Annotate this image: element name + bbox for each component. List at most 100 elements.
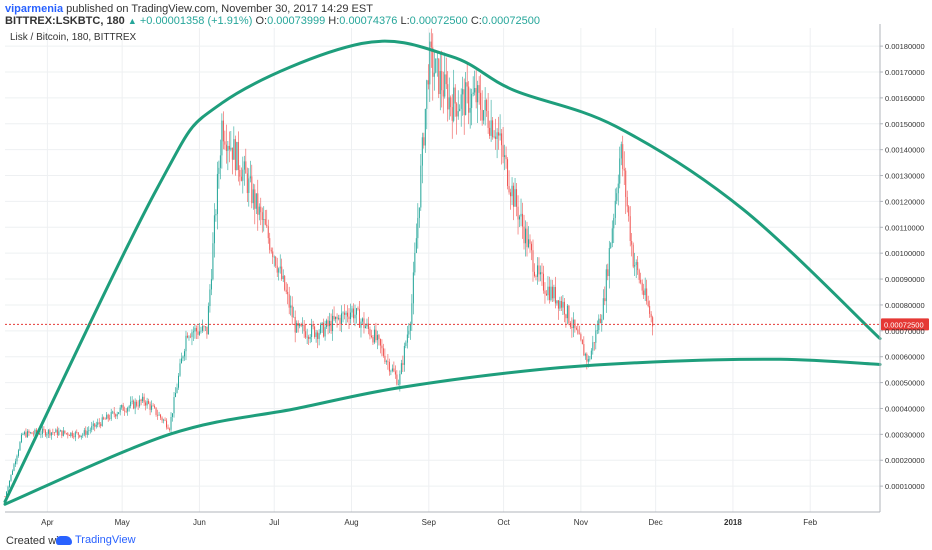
- candle-body: [560, 300, 562, 308]
- candle-body: [282, 275, 284, 280]
- candle-body: [572, 319, 574, 329]
- candle-body: [243, 161, 245, 170]
- candle-body: [586, 353, 588, 362]
- candle-body: [412, 272, 414, 304]
- candle-body: [390, 370, 392, 372]
- candle-body: [489, 127, 491, 136]
- candle-body: [26, 431, 28, 437]
- candle-body: [556, 300, 558, 304]
- candle-body: [424, 108, 426, 146]
- lower-arc-trendline[interactable]: [3, 357, 882, 506]
- candle-body: [31, 432, 33, 434]
- candle-body: [43, 428, 45, 431]
- candle-body: [180, 358, 182, 364]
- candle-body: [460, 94, 462, 109]
- candle-body: [121, 405, 123, 408]
- candle-body: [332, 315, 334, 332]
- price-chart[interactable]: 0.00072500 0.00010000 0.00020000 0.0003000…: [0, 0, 932, 532]
- candle-body: [611, 228, 613, 244]
- y-tick-label: 0.00120000: [885, 197, 925, 206]
- candle-body: [514, 189, 516, 207]
- candle-body: [414, 252, 416, 273]
- open-value: 0.00073999: [267, 15, 326, 27]
- candle-body: [554, 286, 556, 304]
- candle-body: [417, 217, 419, 239]
- candle-body: [157, 414, 159, 416]
- candle-body: [370, 335, 372, 338]
- candle-body: [557, 300, 559, 309]
- candle-body: [496, 132, 498, 139]
- candle-body: [644, 288, 646, 296]
- candle-body: [456, 103, 458, 117]
- x-tick-label: Aug: [344, 518, 358, 527]
- arc-trendlines[interactable]: [3, 39, 882, 506]
- candle-body: [107, 414, 109, 419]
- candle-body: [7, 486, 9, 492]
- candle-body: [142, 396, 144, 402]
- candle-body: [161, 417, 163, 421]
- candle-body: [207, 306, 209, 335]
- candle-body: [418, 207, 420, 218]
- candle-body: [312, 324, 314, 327]
- candle-body: [381, 345, 383, 349]
- y-tick-label: 0.00110000: [885, 223, 924, 232]
- candle-body: [584, 353, 586, 356]
- candle-body: [194, 328, 196, 332]
- candle-body: [595, 330, 597, 343]
- candle-body: [186, 335, 188, 338]
- candle-body: [315, 332, 317, 337]
- candle-body: [192, 331, 194, 333]
- candle-body: [363, 318, 365, 329]
- candle-body: [526, 228, 528, 248]
- candle-body: [19, 442, 21, 451]
- candle-body: [148, 400, 150, 404]
- candle-body: [647, 301, 649, 307]
- candle-body: [619, 158, 621, 184]
- candle-body: [112, 411, 114, 413]
- candle-body: [287, 291, 289, 295]
- tradingview-logo[interactable]: TradingView: [56, 534, 136, 546]
- candle-body: [616, 193, 618, 201]
- candle-body: [367, 323, 369, 329]
- candle-body: [637, 262, 639, 271]
- candle-body: [163, 419, 165, 421]
- candle-body: [599, 318, 601, 324]
- candle-body: [492, 120, 494, 138]
- x-tick-label: Sep: [422, 518, 437, 527]
- candle-body: [231, 147, 233, 160]
- candle-body: [151, 405, 153, 410]
- candle-body: [49, 430, 51, 436]
- candle-body: [23, 432, 25, 434]
- candle-body: [533, 271, 535, 277]
- candle-body: [571, 326, 573, 329]
- candle-body: [361, 318, 363, 322]
- last-price-label: 0.00072500: [884, 320, 924, 329]
- candle-body: [484, 100, 486, 111]
- candle-body: [562, 301, 564, 308]
- upper-arc-trendline[interactable]: [3, 39, 882, 504]
- author-link[interactable]: viparmenia: [5, 3, 64, 15]
- candle-body: [394, 371, 396, 375]
- candle-body: [459, 108, 461, 112]
- candle-body: [8, 480, 10, 487]
- candle-body: [522, 213, 524, 227]
- candle-body: [234, 139, 236, 171]
- change-value: +0.00001358 (+1.91%): [139, 15, 253, 27]
- last-price-line: 0.00072500: [5, 318, 929, 331]
- candle-body: [175, 393, 177, 398]
- candle-body: [326, 320, 328, 328]
- candle-body: [602, 298, 604, 320]
- candle-body: [95, 424, 97, 427]
- candle-body: [230, 147, 232, 150]
- candle-body: [160, 414, 162, 418]
- candle-body: [505, 155, 507, 160]
- candle-body: [596, 330, 598, 331]
- candle-body: [305, 331, 307, 338]
- candle-body: [563, 301, 565, 315]
- chart-title: Lisk / Bitcoin, 180, BITTREX: [10, 32, 136, 43]
- candle-body: [529, 239, 531, 244]
- candle-body: [507, 159, 509, 187]
- candle-body: [41, 428, 43, 435]
- candle-body: [128, 406, 130, 409]
- candle-body: [593, 342, 595, 343]
